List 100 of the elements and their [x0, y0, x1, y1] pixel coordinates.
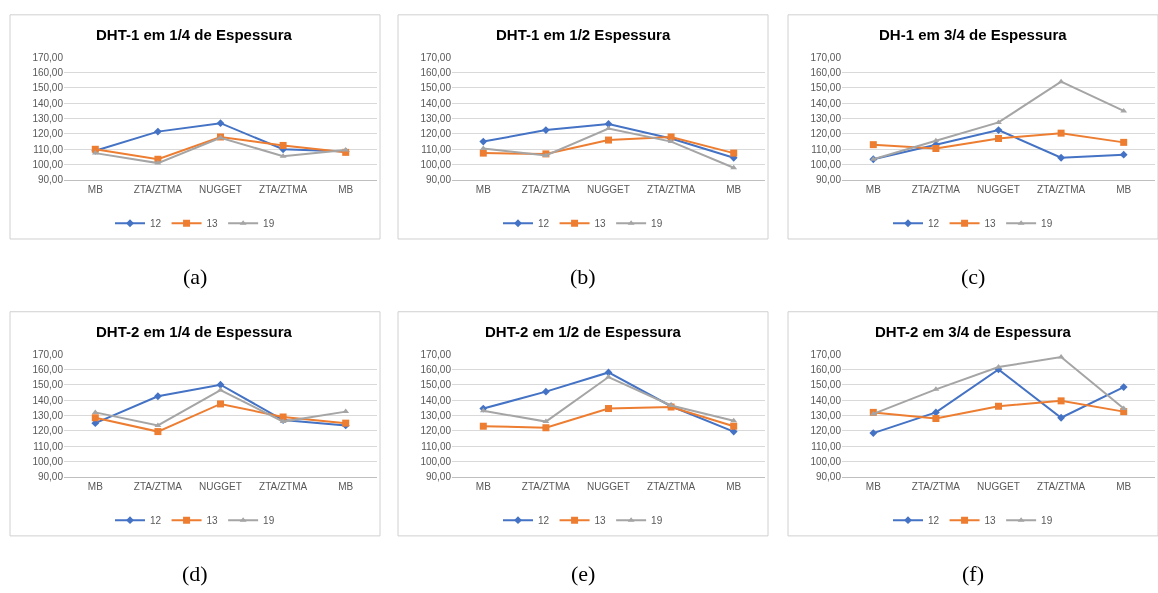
x-tick-label: NUGGET: [587, 480, 630, 492]
x-tick-label: MB: [865, 480, 882, 492]
chart-title: DHT-2 em 3/4 de Espessura: [875, 323, 1072, 340]
y-tick-label: 150,00: [810, 82, 842, 94]
y-tick-label: 120,00: [810, 128, 842, 140]
point: [479, 422, 487, 430]
y-tick-label: 150,00: [420, 379, 452, 391]
chart-title: DHT-2 em 1/4 de Espessura: [96, 323, 293, 340]
legend-label: 19: [1041, 218, 1053, 230]
y-tick-label: 90,00: [815, 174, 842, 186]
y-tick-label: 160,00: [420, 363, 452, 375]
y-tick-label: 160,00: [32, 363, 64, 375]
point: [216, 380, 225, 389]
point: [542, 387, 550, 396]
y-tick-label: 120,00: [810, 425, 842, 437]
point: [995, 119, 1002, 124]
point: [542, 126, 550, 134]
x-tick-label: ZTA/ZTMA: [647, 480, 696, 492]
point: [217, 400, 224, 408]
point: [730, 422, 738, 430]
x-tick-label: MB: [87, 480, 104, 492]
point: [604, 120, 613, 128]
legend-label: 19: [651, 218, 663, 230]
legend-label: 13: [206, 218, 219, 230]
point: [605, 374, 612, 379]
y-tick-label: 130,00: [32, 113, 64, 125]
point: [605, 125, 612, 131]
y-tick-label: 120,00: [420, 425, 452, 437]
point: [91, 414, 99, 422]
x-tick-label: ZTA/ZTMA: [133, 184, 183, 195]
legend-label: 13: [984, 515, 997, 527]
legend-label: 19: [651, 515, 663, 527]
point: [542, 424, 550, 432]
x-tick-label: ZTA/ZTMA: [259, 184, 308, 195]
y-tick-label: 100,00: [32, 456, 64, 468]
y-tick-label: 130,00: [32, 409, 64, 421]
y-tick-label: 90,00: [425, 471, 452, 483]
x-tick-label: NUGGET: [199, 184, 242, 195]
text: (a): [183, 264, 208, 289]
y-tick-label: 110,00: [33, 440, 64, 452]
y-tick-label: 170,00: [810, 348, 842, 360]
y-tick-label: 110,00: [421, 143, 452, 155]
point: [667, 138, 675, 144]
legend-label: 13: [206, 515, 219, 527]
y-tick-label: 160,00: [32, 66, 64, 78]
y-tick-label: 100,00: [810, 159, 842, 171]
legend-label: 19: [1041, 515, 1053, 527]
point: [479, 137, 488, 146]
x-tick-label: ZTA/ZTMA: [133, 480, 183, 492]
point: [932, 415, 940, 423]
y-tick-label: 140,00: [420, 97, 452, 109]
text: (b): [570, 264, 596, 289]
point: [994, 126, 1003, 134]
x-tick-label: MB: [475, 480, 492, 492]
x-tick-label: ZTA/ZTMA: [911, 184, 961, 195]
y-tick-label: 130,00: [810, 409, 842, 421]
x-tick-label: MB: [338, 480, 354, 492]
point: [1057, 397, 1065, 405]
y-tick-label: 100,00: [420, 159, 452, 171]
x-tick-label: MB: [726, 480, 742, 492]
legend-label: 12: [928, 515, 940, 527]
y-tick-label: 150,00: [32, 379, 64, 391]
y-tick-label: 140,00: [810, 97, 842, 109]
y-tick-label: 160,00: [420, 66, 452, 78]
point: [342, 408, 350, 414]
y-tick-label: 150,00: [32, 82, 64, 94]
y-tick-label: 120,00: [32, 425, 64, 437]
x-tick-label: ZTA/ZTMA: [521, 184, 571, 195]
y-tick-label: 160,00: [810, 363, 842, 375]
y-tick-label: 140,00: [32, 97, 64, 109]
text: (c): [961, 264, 986, 289]
point: [995, 402, 1002, 410]
y-tick-label: 170,00: [420, 348, 452, 360]
y-tick-label: 120,00: [32, 128, 64, 140]
point: [1119, 150, 1128, 159]
y-tick-label: 130,00: [420, 409, 452, 421]
x-tick-label: NUGGET: [199, 480, 242, 492]
point: [1057, 153, 1065, 162]
point: [279, 141, 287, 149]
point: [605, 136, 612, 144]
legend-label: 12: [538, 218, 550, 230]
x-tick-label: NUGGET: [977, 184, 1020, 195]
x-tick-label: NUGGET: [587, 184, 630, 195]
point: [479, 145, 487, 151]
y-tick-label: 150,00: [810, 379, 842, 391]
legend-label: 19: [263, 515, 275, 527]
text: (e): [571, 561, 596, 586]
chart-title: DHT-1 em 1/4 de Espessura: [96, 26, 293, 43]
legend-label: 13: [984, 218, 997, 230]
point: [995, 135, 1002, 143]
x-tick-label: MB: [338, 184, 354, 195]
legend-label: 12: [150, 218, 162, 230]
y-tick-label: 130,00: [420, 113, 452, 125]
point: [1120, 405, 1128, 411]
x-tick-label: ZTA/ZTMA: [647, 184, 696, 195]
y-tick-label: 90,00: [37, 174, 64, 186]
x-tick-label: MB: [475, 184, 492, 195]
y-tick-label: 110,00: [421, 440, 452, 452]
y-tick-label: 170,00: [32, 348, 64, 360]
y-tick-label: 130,00: [810, 113, 842, 125]
